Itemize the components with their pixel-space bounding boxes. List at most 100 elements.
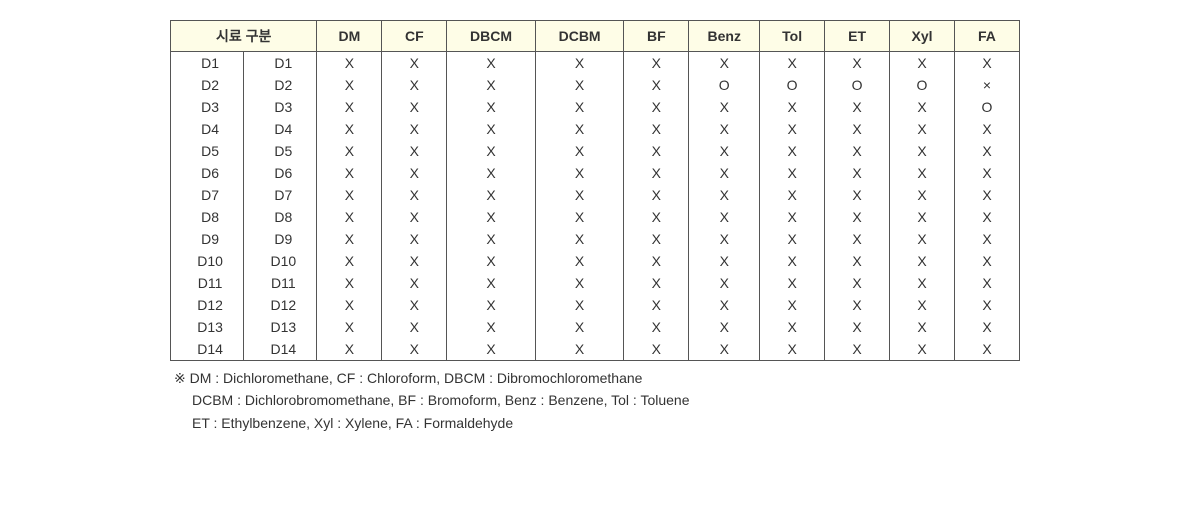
row-label-1: D2: [171, 74, 244, 96]
cell: X: [954, 228, 1019, 250]
cell: X: [689, 52, 760, 75]
table-row: D7D7XXXXXXXXXX: [171, 184, 1020, 206]
cell: X: [535, 140, 624, 162]
cell: X: [825, 184, 890, 206]
cell: X: [760, 162, 825, 184]
cell: X: [317, 250, 382, 272]
row-label-1: D10: [171, 250, 244, 272]
cell: X: [760, 118, 825, 140]
cell: X: [382, 272, 447, 294]
cell: X: [382, 162, 447, 184]
cell: X: [760, 184, 825, 206]
legend: ※ DM : Dichloromethane, CF : Chloroform,…: [170, 367, 1020, 434]
cell: X: [689, 206, 760, 228]
cell: X: [890, 250, 955, 272]
row-label-2: D3: [244, 96, 317, 118]
cell: X: [317, 140, 382, 162]
row-label-2: D4: [244, 118, 317, 140]
cell: X: [890, 162, 955, 184]
cell: X: [535, 316, 624, 338]
cell: X: [760, 52, 825, 75]
row-label-1: D9: [171, 228, 244, 250]
cell: X: [624, 74, 689, 96]
row-label-1: D4: [171, 118, 244, 140]
legend-line-1: ※ DM : Dichloromethane, CF : Chloroform,…: [174, 367, 1020, 389]
row-label-1: D11: [171, 272, 244, 294]
table-container: 시료 구분 DM CF DBCM DCBM BF Benz Tol ET Xyl…: [170, 20, 1020, 434]
table-row: D6D6XXXXXXXXXX: [171, 162, 1020, 184]
cell: X: [624, 272, 689, 294]
cell: X: [760, 338, 825, 361]
cell: X: [535, 184, 624, 206]
cell: X: [535, 294, 624, 316]
cell: X: [825, 250, 890, 272]
cell: X: [689, 272, 760, 294]
cell: X: [954, 52, 1019, 75]
cell: X: [689, 250, 760, 272]
row-label-1: D13: [171, 316, 244, 338]
cell: X: [535, 228, 624, 250]
cell: X: [760, 250, 825, 272]
cell: X: [890, 316, 955, 338]
cell: X: [689, 338, 760, 361]
cell: X: [624, 338, 689, 361]
data-table: 시료 구분 DM CF DBCM DCBM BF Benz Tol ET Xyl…: [170, 20, 1020, 361]
cell: X: [760, 228, 825, 250]
cell: X: [535, 206, 624, 228]
row-label-2: D12: [244, 294, 317, 316]
row-label-2: D7: [244, 184, 317, 206]
cell: X: [447, 338, 536, 361]
legend-line-3: ET : Ethylbenzene, Xyl : Xylene, FA : Fo…: [174, 412, 1020, 434]
table-row: D11D11XXXXXXXXXX: [171, 272, 1020, 294]
cell: X: [447, 272, 536, 294]
cell: X: [689, 162, 760, 184]
cell: X: [954, 316, 1019, 338]
row-label-1: D5: [171, 140, 244, 162]
table-row: D10D10XXXXXXXXXX: [171, 250, 1020, 272]
cell: X: [689, 118, 760, 140]
cell: X: [624, 162, 689, 184]
cell: X: [447, 162, 536, 184]
row-label-2: D10: [244, 250, 317, 272]
cell: X: [382, 74, 447, 96]
row-label-2: D2: [244, 74, 317, 96]
header-et: ET: [825, 21, 890, 52]
cell: O: [954, 96, 1019, 118]
table-body: D1D1XXXXXXXXXXD2D2XXXXXOOOO×D3D3XXXXXXXX…: [171, 52, 1020, 361]
header-dbcm: DBCM: [447, 21, 536, 52]
cell: X: [825, 228, 890, 250]
cell: X: [890, 294, 955, 316]
cell: X: [689, 228, 760, 250]
cell: X: [624, 96, 689, 118]
cell: X: [954, 294, 1019, 316]
cell: X: [317, 206, 382, 228]
cell: X: [317, 96, 382, 118]
cell: O: [890, 74, 955, 96]
cell: X: [825, 162, 890, 184]
header-benz: Benz: [689, 21, 760, 52]
cell: X: [624, 206, 689, 228]
cell: X: [382, 250, 447, 272]
row-label-2: D1: [244, 52, 317, 75]
cell: X: [317, 338, 382, 361]
cell: X: [382, 316, 447, 338]
cell: X: [890, 118, 955, 140]
cell: X: [689, 96, 760, 118]
table-row: D4D4XXXXXXXXXX: [171, 118, 1020, 140]
cell: X: [825, 96, 890, 118]
cell: X: [447, 52, 536, 75]
table-row: D3D3XXXXXXXXXO: [171, 96, 1020, 118]
cell: X: [954, 250, 1019, 272]
cell: X: [890, 184, 955, 206]
cell: X: [317, 184, 382, 206]
header-bf: BF: [624, 21, 689, 52]
cell: X: [760, 140, 825, 162]
cell: X: [447, 74, 536, 96]
cell: O: [760, 74, 825, 96]
cell: X: [382, 206, 447, 228]
header-label: 시료 구분: [171, 21, 317, 52]
cell: X: [317, 316, 382, 338]
cell: X: [954, 140, 1019, 162]
cell: X: [689, 140, 760, 162]
row-label-1: D8: [171, 206, 244, 228]
